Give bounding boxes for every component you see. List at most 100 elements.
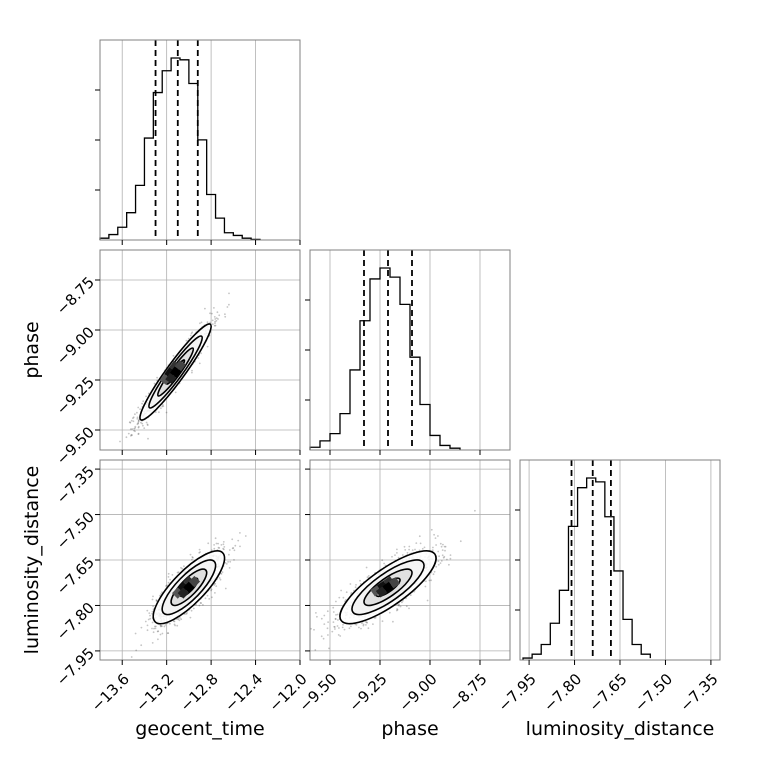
sample-point — [147, 618, 150, 621]
sample-point — [161, 625, 163, 627]
sample-point — [140, 626, 143, 629]
sample-point — [156, 630, 159, 633]
sample-point — [137, 419, 140, 422]
grid-lines — [528, 460, 712, 660]
sample-point — [440, 560, 443, 562]
sample-point — [432, 573, 435, 576]
sample-point — [316, 615, 318, 618]
sample-point — [331, 630, 334, 633]
joint-frame-geocent_time-phase — [99, 249, 301, 451]
sample-point — [174, 624, 177, 627]
sample-point — [442, 543, 444, 546]
sample-point — [134, 425, 137, 428]
sample-point — [334, 617, 337, 620]
sample-point — [214, 324, 217, 327]
sample-point — [151, 621, 154, 624]
density-cell — [174, 359, 186, 372]
sample-point — [310, 627, 312, 630]
sample-point — [337, 634, 340, 636]
sample-point — [397, 556, 400, 559]
sample-point — [164, 624, 167, 626]
sample-point — [119, 440, 121, 443]
sample-point — [178, 619, 181, 622]
sample-point — [439, 542, 442, 545]
sample-point — [146, 424, 149, 426]
sample-point — [237, 539, 240, 542]
sample-point — [174, 391, 177, 394]
sample-point — [162, 405, 165, 408]
sample-point — [199, 322, 201, 325]
sample-point — [408, 548, 410, 551]
sample-point — [402, 599, 404, 602]
sample-point — [332, 606, 335, 609]
sample-point — [154, 411, 157, 413]
sample-point — [409, 594, 412, 597]
sample-point — [426, 599, 429, 602]
sample-point — [211, 596, 213, 599]
sample-point — [365, 621, 368, 624]
sample-point — [152, 605, 155, 608]
x-tick-label: −9.25 — [346, 670, 391, 715]
sample-point — [440, 545, 443, 548]
sample-point — [198, 362, 201, 365]
sample-point — [323, 614, 326, 617]
sample-point — [449, 554, 452, 556]
sample-point — [223, 548, 225, 551]
density-cell — [388, 577, 401, 589]
histogram-phase — [309, 267, 461, 450]
x-tick-label: −9.00 — [396, 670, 441, 715]
sample-point — [228, 549, 231, 551]
sample-point — [446, 558, 448, 561]
sample-point — [336, 625, 339, 627]
sample-point — [129, 428, 132, 430]
sample-point — [239, 545, 241, 548]
sample-point — [213, 584, 216, 586]
sample-point — [155, 600, 158, 602]
sample-point — [160, 407, 162, 410]
sample-point — [190, 609, 193, 612]
sample-point — [224, 561, 227, 564]
sample-point — [130, 433, 133, 436]
sample-point — [215, 317, 218, 319]
sample-point — [214, 320, 217, 323]
sample-point — [131, 428, 134, 430]
sample-point — [151, 627, 153, 630]
sample-point — [200, 602, 203, 604]
sample-point — [315, 612, 317, 614]
sample-point — [189, 553, 192, 556]
sample-point — [125, 436, 128, 439]
sample-point — [441, 549, 444, 551]
sample-point — [313, 628, 315, 631]
sample-point — [433, 533, 435, 536]
sample-point — [183, 565, 185, 568]
sample-point — [209, 312, 211, 315]
sample-point — [156, 376, 159, 379]
sample-point — [211, 312, 213, 315]
sample-point — [141, 402, 144, 405]
sample-point — [152, 595, 154, 598]
y-axis-label-phase: phase — [21, 321, 43, 378]
sample-point — [185, 613, 188, 615]
sample-point — [213, 547, 216, 550]
histogram-geocent_time — [99, 57, 261, 241]
sample-point — [418, 535, 421, 538]
sample-point — [167, 572, 170, 575]
sample-point — [425, 580, 427, 583]
sample-point — [366, 576, 369, 578]
sample-point — [222, 547, 225, 550]
sample-point — [388, 611, 391, 614]
sample-point — [137, 425, 140, 428]
sample-point — [204, 307, 206, 310]
sample-point — [239, 532, 241, 534]
sample-point — [134, 413, 136, 416]
sample-point — [169, 578, 172, 581]
sample-point — [365, 624, 367, 626]
sample-point — [374, 616, 377, 619]
sample-point — [181, 567, 184, 570]
sample-point — [437, 550, 440, 553]
sample-point — [443, 545, 446, 548]
sample-point — [151, 642, 154, 644]
sample-point — [355, 584, 357, 586]
sample-point — [396, 608, 398, 610]
